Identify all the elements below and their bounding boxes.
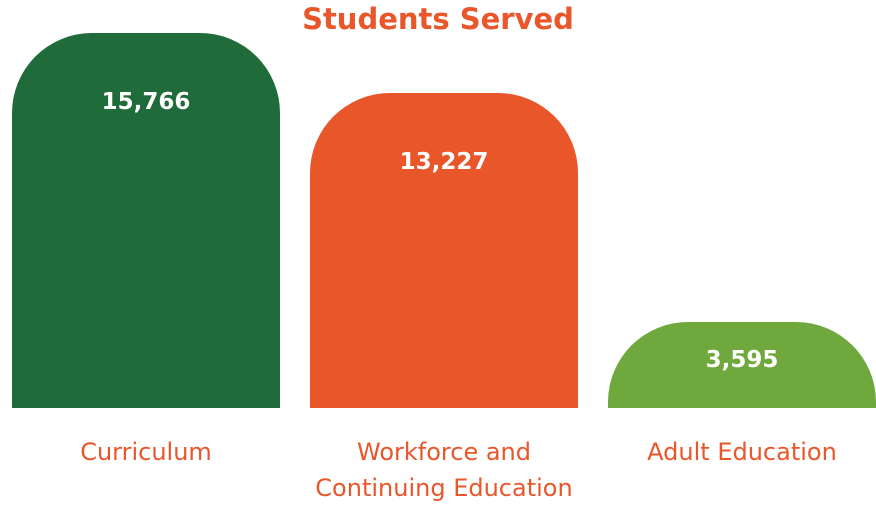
bar: [310, 93, 578, 408]
bar: [12, 33, 280, 408]
value-label: 15,766: [101, 89, 191, 115]
bar: [608, 322, 876, 408]
category-label: Curriculum: [80, 438, 212, 466]
category-label: Adult Education: [647, 438, 837, 466]
value-label: 3,595: [705, 346, 779, 373]
category-label: Workforce and Continuing Education: [315, 438, 573, 502]
chart-title: Students Served: [302, 2, 574, 36]
value-label: 13,227: [399, 149, 489, 176]
